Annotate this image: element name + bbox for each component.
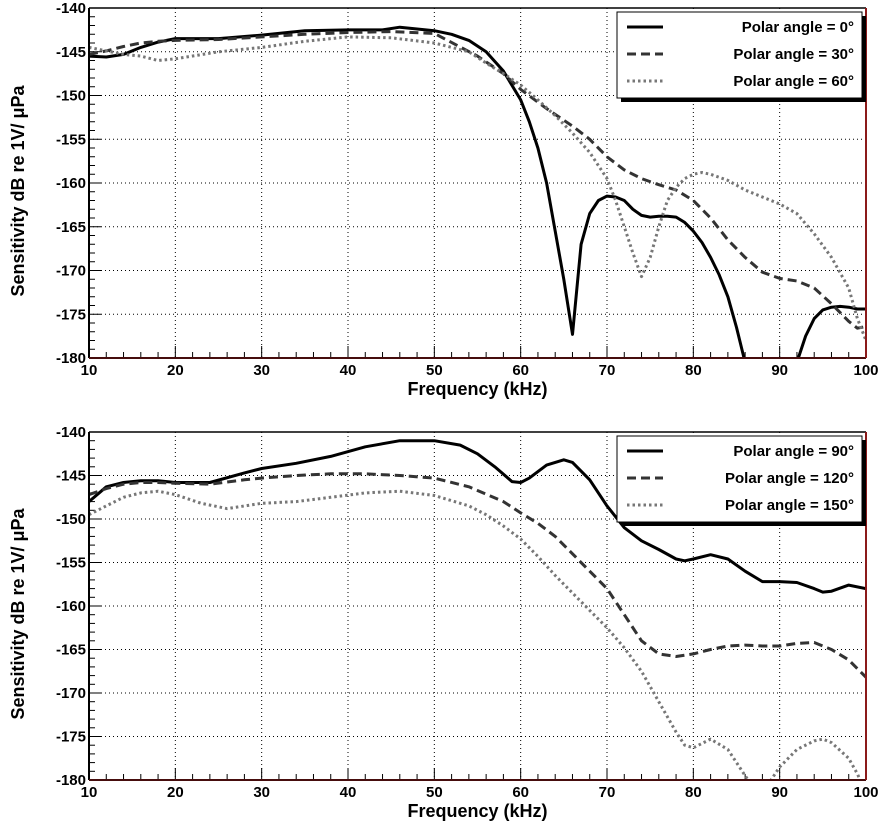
x-tick-label: 10 (81, 784, 98, 801)
y-tick-label: -180 (56, 772, 86, 789)
x-tick-label: 40 (340, 362, 357, 379)
y-tick-label: -140 (56, 424, 86, 441)
series-line-3 (89, 35, 866, 342)
series-line-1 (89, 439, 866, 594)
x-tick-label: 100 (853, 362, 878, 379)
series-line-1 (89, 25, 866, 358)
x-tick-label: 10 (81, 362, 98, 379)
x-tick-label: 80 (685, 362, 702, 379)
y-tick-label: -160 (56, 175, 86, 192)
y-tick-label: -175 (56, 729, 86, 746)
series-line-2 (89, 472, 866, 679)
x-tick-label: 90 (771, 362, 788, 379)
x-tick-label: 30 (253, 362, 270, 379)
legend-label-1: Polar angle = 0° (742, 19, 854, 36)
y-tick-label: -140 (56, 0, 86, 17)
y-tick-label: -155 (56, 131, 86, 148)
legend-label-3: Polar angle = 60° (733, 73, 854, 90)
x-tick-label: 70 (599, 362, 616, 379)
y-tick-label: -160 (56, 598, 86, 615)
y-tick-label: -150 (56, 88, 86, 105)
legend-label-2: Polar angle = 120° (725, 470, 854, 487)
series-line-2 (89, 30, 866, 330)
x-tick-label: 40 (340, 784, 357, 801)
y-tick-label: -175 (56, 306, 86, 323)
chart-panel-2: 10 20 30 40 50 60 70 80 90 100 -140 -145 -150 -155 -16… (8, 424, 879, 821)
x-tick-label: 60 (512, 784, 529, 801)
legend: Polar angle = 0° Polar angle = 30° Polar a… (616, 11, 863, 99)
x-tick-label: 20 (167, 784, 184, 801)
x-tick-label: 30 (253, 784, 270, 801)
y-tick-label: -170 (56, 685, 86, 702)
x-axis-title: Frequency (kHz) (407, 801, 547, 821)
y-tick-label: -145 (56, 468, 86, 485)
x-tick-label: 100 (853, 784, 878, 801)
y-tick-label: -170 (56, 263, 86, 280)
y-tick-label: -150 (56, 511, 86, 528)
y-axis-title: Sensitivity dB re 1V/ μPa (8, 507, 28, 719)
y-tick-label: -145 (56, 44, 86, 61)
x-tick-label: 50 (426, 784, 443, 801)
y-tick-label: -165 (56, 219, 86, 236)
y-tick-label: -155 (56, 555, 86, 572)
x-tick-label: 20 (167, 362, 184, 379)
x-axis-title: Frequency (kHz) (407, 379, 547, 399)
y-axis-title: Sensitivity dB re 1V/ μPa (8, 84, 28, 296)
x-tick-label: 60 (512, 362, 529, 379)
chart-panel-1: 10 20 30 40 50 60 70 80 90 100 -140 -145 -150 -155 -16… (8, 0, 879, 399)
x-tick-label: 90 (771, 784, 788, 801)
x-tick-label: 50 (426, 362, 443, 379)
legend-label-2: Polar angle = 30° (733, 46, 854, 63)
x-tick-label: 70 (599, 784, 616, 801)
legend-label-1: Polar angle = 90° (733, 443, 854, 460)
y-tick-label: -165 (56, 642, 86, 659)
y-tick-label: -180 (56, 350, 86, 367)
x-tick-label: 80 (685, 784, 702, 801)
legend: Polar angle = 90° Polar angle = 120° Polar… (616, 435, 863, 523)
legend-label-3: Polar angle = 150° (725, 497, 854, 514)
series-line-3 (89, 489, 862, 780)
